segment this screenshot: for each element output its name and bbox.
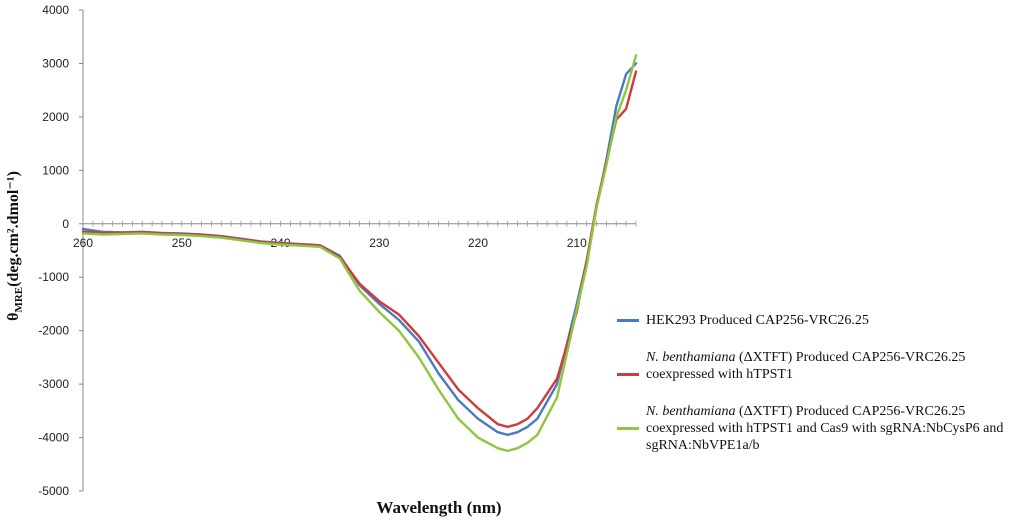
x-tick-label: 220 [468, 236, 488, 250]
series-line-1 [81, 62, 638, 437]
series-line-3 [81, 54, 638, 453]
y-axis-title: θMRE(deg.cm².dmol⁻¹) [5, 171, 25, 321]
y-axis-title-units: (deg.cm².dmol⁻¹) [5, 171, 22, 287]
y-tick-label: -5000 [38, 484, 69, 498]
y-tick-label: 4000 [42, 3, 69, 17]
legend-label-3: (ΔXTFT) Produced CAP256-VRC26.25 coexpre… [646, 404, 1004, 453]
y-axis-title-symbol: θ [5, 313, 22, 321]
x-tick-label: 230 [369, 236, 389, 250]
legend-label-2-species: N. benthamiana [646, 350, 736, 365]
y-tick-label: -2000 [38, 324, 69, 338]
y-tick-label: 3000 [42, 56, 69, 70]
y-tick-label: 2000 [42, 110, 69, 124]
legend-swatch-2 [617, 373, 639, 376]
legend-item-3: N. benthamiana (ΔXTFT) Produced CAP256-V… [617, 403, 1017, 454]
legend-item-1: HEK293 Produced CAP256-VRC26.25 [617, 312, 1017, 329]
series-line-2 [81, 70, 638, 429]
data-series [81, 54, 638, 453]
y-tick-label: 0 [62, 217, 69, 231]
legend-label-2: (ΔXTFT) Produced CAP256-VRC26.25 coexpre… [646, 350, 966, 382]
y-tick-label: 1000 [42, 163, 69, 177]
y-axis-tick-labels: 4000 3000 2000 1000 0 -1000 -2000 -3000 -4000 -50… [38, 3, 83, 498]
y-axis-title-subscript: MRE [13, 287, 25, 313]
legend-label-3-species: N. benthamiana [646, 404, 736, 419]
x-axis: 260 250 240 230 220 210 [73, 220, 637, 250]
legend-label-1: HEK293 Produced CAP256-VRC26.25 [646, 313, 869, 328]
legend: HEK293 Produced CAP256-VRC26.25 N. benth… [617, 312, 1017, 468]
legend-swatch-1 [617, 319, 639, 322]
legend-item-2: N. benthamiana (ΔXTFT) Produced CAP256-V… [617, 349, 1017, 383]
x-axis-title: Wavelength (nm) [376, 498, 501, 517]
x-tick-label: 250 [172, 236, 192, 250]
legend-swatch-3 [617, 427, 639, 430]
y-tick-label: -4000 [38, 431, 69, 445]
y-tick-label: -3000 [38, 377, 69, 391]
y-tick-label: -1000 [38, 270, 69, 284]
x-tick-label: 210 [567, 236, 587, 250]
x-tick-label: 260 [73, 236, 93, 250]
